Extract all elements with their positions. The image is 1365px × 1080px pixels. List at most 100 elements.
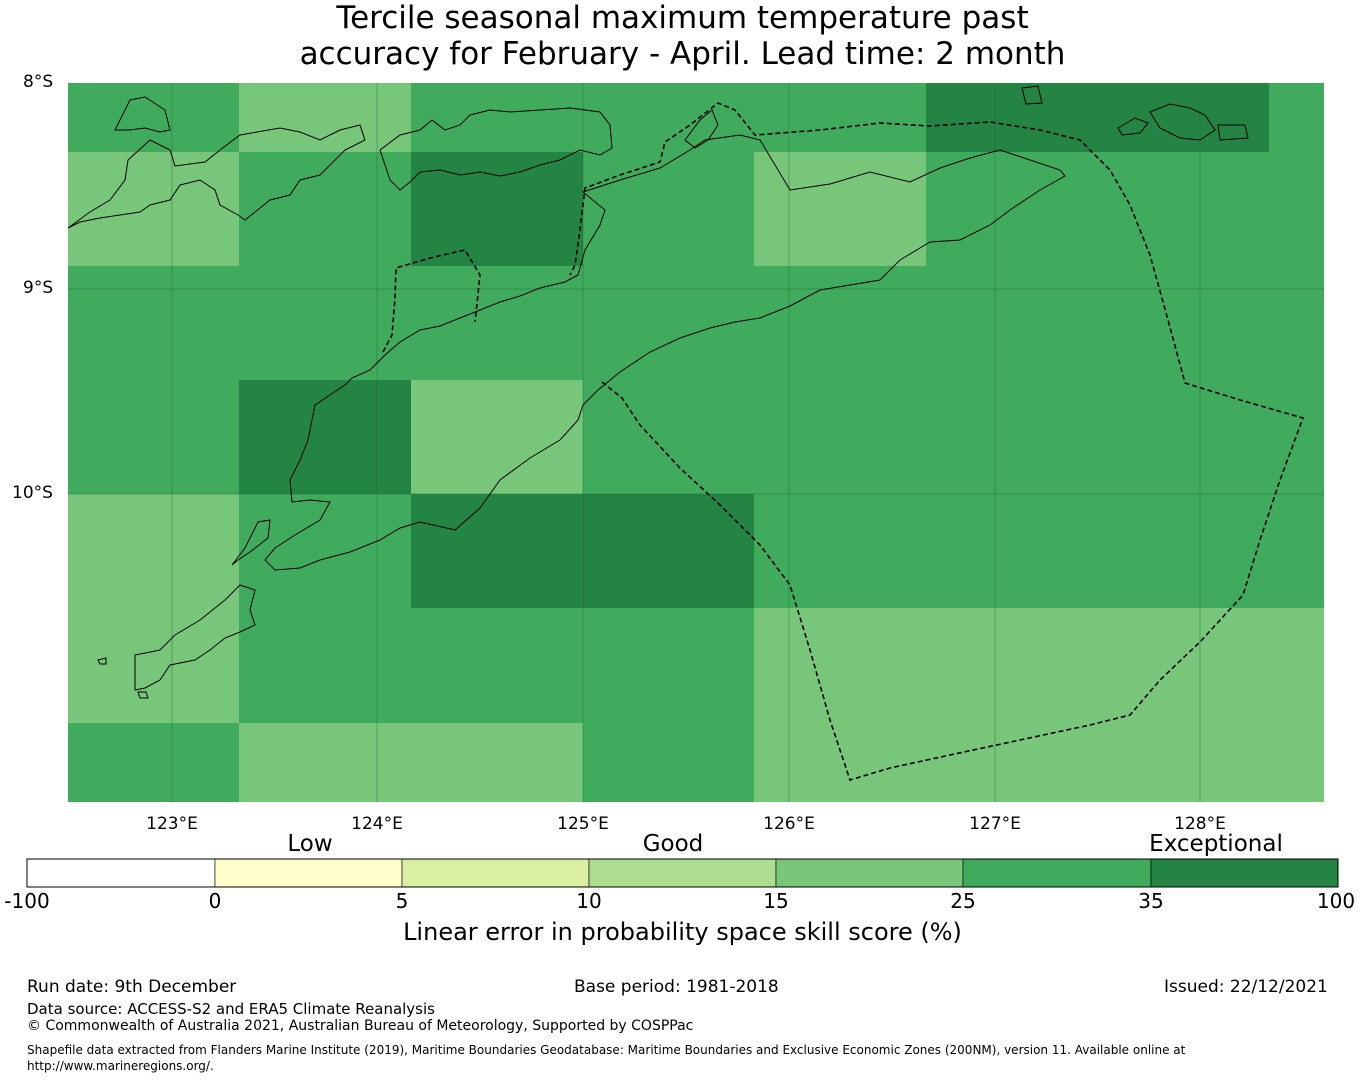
lon-label-126e: 126°E	[763, 814, 815, 834]
grid-cell	[583, 723, 754, 802]
lon-label-123e: 123°E	[146, 814, 198, 834]
grid-cell	[926, 723, 1098, 802]
grid-cell	[1098, 608, 1269, 723]
grid-cell	[239, 152, 411, 266]
coastline-small-island-5	[137, 691, 149, 699]
grid-cell	[1098, 494, 1269, 608]
grid-cell	[239, 266, 411, 380]
grid-cell	[1098, 723, 1269, 802]
issued-date: Issued: 22/12/2021	[1164, 977, 1328, 997]
coastline-small-island-3	[1217, 124, 1249, 141]
colorbar-segment	[962, 858, 1152, 888]
grid-cell	[754, 723, 926, 802]
colorbar-segment	[775, 858, 964, 888]
coastline-alor-solor	[379, 107, 613, 191]
grid-cell	[754, 83, 926, 152]
grid-cell	[411, 266, 583, 380]
grid-cell	[926, 380, 1098, 494]
data-source: Data source: ACCESS-S2 and ERA5 Climate …	[27, 1000, 435, 1018]
coastline-small-island-1	[1021, 85, 1043, 105]
coastline-sumba-rote	[231, 519, 271, 566]
lat-label-9s: 9°S	[23, 278, 54, 298]
colorbar-frame	[26, 858, 1339, 888]
grid-cell	[583, 152, 754, 266]
graticule	[68, 83, 1324, 802]
coastline-flores-north	[114, 96, 171, 133]
lon-label-124e: 124°E	[351, 814, 403, 834]
grid-cell	[583, 83, 754, 152]
shapefile-url: http://www.marineregions.org/.	[27, 1059, 214, 1073]
lon-label-128e: 128°E	[1174, 814, 1226, 834]
grid-cell	[1269, 380, 1324, 494]
grid-cell	[1269, 152, 1324, 266]
eez-boundaries	[382, 102, 1305, 781]
base-period: Base period: 1981-2018	[574, 977, 779, 997]
map-title-line-1: Tercile seasonal maximum temperature pas…	[336, 0, 1029, 36]
grid-cell	[239, 380, 411, 494]
grid-cell	[68, 83, 239, 152]
grid-cell	[411, 494, 583, 608]
skill-grid	[68, 83, 1324, 802]
grid-cell	[926, 266, 1098, 380]
grid-cell	[68, 608, 239, 723]
grid-cell	[411, 608, 583, 723]
colorbar-tick-label: 35	[1138, 889, 1164, 913]
eez-boundary-oecusse	[382, 249, 481, 353]
grid-cell	[583, 494, 754, 608]
grid-cell	[68, 380, 239, 494]
lon-label-125e: 125°E	[557, 814, 609, 834]
coastline-atauro	[684, 109, 719, 149]
colorbar-word-exceptional: Exceptional	[1149, 831, 1283, 857]
grid-cell	[926, 608, 1098, 723]
colorbar-tick-label: 100	[1316, 889, 1356, 913]
grid-cell	[1098, 152, 1269, 266]
grid-cell	[1269, 266, 1324, 380]
lat-label-8s: 8°S	[23, 72, 54, 92]
colorbar-tick-label: 15	[763, 889, 789, 913]
lon-label-127e: 127°E	[969, 814, 1021, 834]
grid-cell	[411, 83, 583, 152]
grid-cell	[239, 494, 411, 608]
grid-cell	[754, 266, 926, 380]
grid-cell	[1269, 723, 1324, 802]
colorbar-word-low: Low	[287, 831, 333, 857]
grid-cell	[68, 152, 239, 266]
grid-cell	[1098, 266, 1269, 380]
coastlines	[67, 85, 1249, 699]
colorbar-tick-label: -100	[4, 889, 50, 913]
colorbar-tick-label: 25	[950, 889, 976, 913]
colorbar-segment	[1150, 858, 1339, 888]
run-date: Run date: 9th December	[27, 977, 237, 997]
colorbar-segment	[26, 858, 216, 888]
colorbar-segment	[214, 858, 403, 888]
grid-cell	[583, 608, 754, 723]
map-title-line-2: accuracy for February - April. Lead time…	[299, 36, 1066, 72]
grid-cell	[68, 494, 239, 608]
grid-cell	[68, 266, 239, 380]
coastline-small-island-4	[97, 657, 107, 665]
grid-cell	[411, 152, 583, 266]
colorbar-tick-label: 5	[395, 889, 409, 913]
shapefile-credit: Shapefile data extracted from Flanders M…	[27, 1043, 1186, 1057]
grid-cell	[1098, 380, 1269, 494]
grid-cell	[926, 83, 1098, 152]
grid-cell	[926, 494, 1098, 608]
coastline-wetar-islands	[1149, 103, 1216, 141]
grid-cell	[239, 83, 411, 152]
copyright: © Commonwealth of Australia 2021, Austra…	[27, 1018, 694, 1034]
grid-cell	[411, 723, 583, 802]
colorbar	[26, 858, 1339, 888]
grid-cell	[1269, 608, 1324, 723]
colorbar-word-good: Good	[642, 831, 704, 857]
grid-cell	[239, 723, 411, 802]
grid-cell	[1269, 83, 1324, 152]
colorbar-tick-label: 10	[576, 889, 602, 913]
colorbar-tick-label: 0	[208, 889, 222, 913]
grid-cell	[1098, 83, 1269, 152]
coastline-small-island-2	[1117, 117, 1149, 136]
grid-cell	[583, 380, 754, 494]
eez-boundary-timor-leste	[569, 102, 1305, 781]
grid-cell	[411, 380, 583, 494]
grid-cell	[68, 723, 239, 802]
